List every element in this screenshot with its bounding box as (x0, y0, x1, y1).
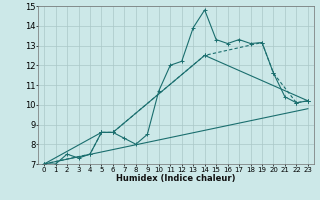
X-axis label: Humidex (Indice chaleur): Humidex (Indice chaleur) (116, 174, 236, 183)
